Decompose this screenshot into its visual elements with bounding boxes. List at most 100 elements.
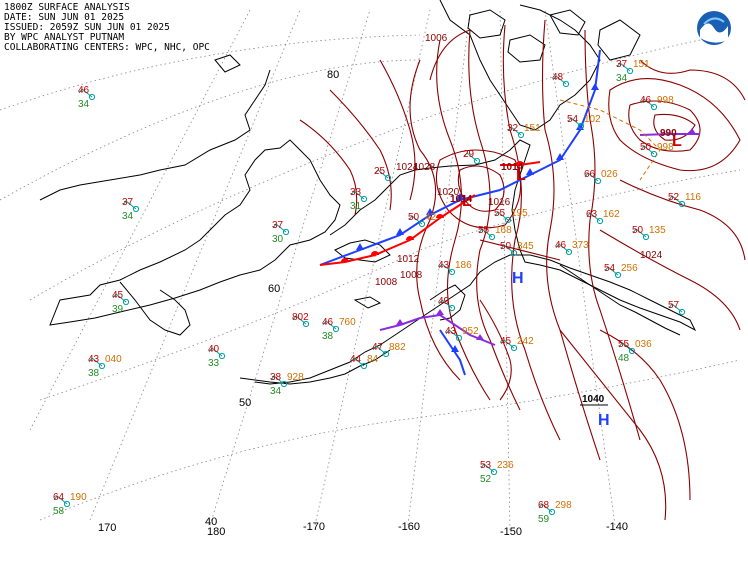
isobar-labels: 1006 1008 1012 1016 1020 1024 1028 1024 …: [375, 33, 663, 288]
station-plot: 37 34 151: [616, 59, 650, 84]
station-pressure: 135: [649, 225, 666, 236]
station-temperature: 47: [372, 342, 384, 353]
isobar-label: 1008: [400, 270, 423, 281]
station-temperature: 44: [350, 354, 362, 365]
station-temperature: 25: [374, 166, 386, 177]
cold-front-triangle: [526, 168, 534, 175]
arctic-coast-siberia: [39, 69, 271, 201]
header-line-2: DATE: SUN JUN 01 2025: [4, 12, 125, 23]
isobar-label: 1024: [640, 250, 663, 261]
station-temperature: 54: [567, 114, 579, 125]
station-dewpoint: 34: [616, 73, 628, 84]
station-plot: 54 102: [567, 114, 601, 130]
station-circle: [360, 195, 368, 203]
warm-front-semicircle: [436, 214, 444, 218]
station-pressure: 186: [455, 260, 472, 271]
lon-label-minus170: -170: [303, 521, 325, 533]
station-pressure: 882: [389, 342, 406, 353]
wind-barb: [552, 75, 567, 85]
station-plot: 45 242: [500, 336, 534, 352]
lon-label-180: 180: [207, 526, 225, 538]
wind-barb: [555, 243, 570, 253]
station-plot: 53 52 236: [480, 460, 514, 485]
station-plot: 802: [292, 312, 309, 328]
station-pressure: 242: [517, 336, 534, 347]
station-pressure: 102: [584, 114, 601, 125]
station-circle: [517, 131, 525, 139]
lon-label-minus140: -140: [606, 521, 628, 533]
station-plot: 32 151: [507, 123, 541, 139]
station-circle: [510, 249, 518, 257]
station-temperature: 50: [640, 142, 652, 153]
station-plot: 44 84: [350, 354, 379, 370]
station-circle: [642, 233, 650, 241]
isobar-label: 1024: [396, 162, 419, 173]
wind-barb: [632, 228, 647, 238]
station-circle: [488, 233, 496, 241]
wind-barb: [494, 211, 509, 221]
wind-barb: [350, 357, 365, 367]
wind-barb: [122, 200, 137, 210]
station-circle: [510, 344, 518, 352]
wind-barb: [584, 172, 599, 182]
low-center-label: L: [516, 167, 526, 184]
station-circle: [628, 347, 636, 355]
station-plot: 38 34 928: [270, 372, 304, 397]
wind-barb: [438, 299, 453, 309]
station-plot: 55 168: [478, 225, 512, 241]
station-dewpoint: 33: [208, 358, 220, 369]
greenland-edge: [597, 19, 641, 61]
wind-barb: [500, 244, 515, 254]
low-center-value: 1014: [450, 194, 473, 205]
noaa-logo-icon: [697, 11, 731, 45]
station-circle: [418, 220, 426, 228]
station-circle: [626, 67, 634, 75]
wind-barb: [350, 190, 365, 200]
station-pressure: 151: [524, 123, 541, 134]
wind-barb: [208, 347, 223, 357]
station-temperature: 43: [88, 354, 100, 365]
wind-barb: [270, 375, 285, 385]
occluded-front-symbol: [396, 319, 404, 325]
station-pressure: 345: [517, 241, 534, 252]
lat-label-80: 80: [327, 69, 339, 81]
coastlines: [39, 0, 697, 385]
station-plot: 47 882: [372, 342, 406, 358]
wind-barb: [88, 357, 103, 367]
station-circle: [360, 362, 368, 370]
station-circle: [282, 228, 290, 236]
station-pressure: 298: [555, 500, 572, 511]
low-center-value: 1014: [501, 162, 524, 173]
station-temperature: 46: [78, 85, 90, 96]
wind-barb: [604, 266, 619, 276]
high-center-label: H: [512, 270, 524, 287]
station-temperature: 37: [616, 59, 628, 70]
station-pressure: 036: [635, 339, 652, 350]
station-temperature: 64: [53, 492, 65, 503]
wind-barb: [463, 152, 478, 162]
station-temperature: 37: [122, 197, 134, 208]
station-plot: 49: [438, 296, 456, 312]
wind-barb: [478, 228, 493, 238]
wind-barb: [538, 503, 553, 513]
canada-arctic: [439, 0, 601, 131]
station-temperature: 55: [478, 225, 490, 236]
station-circle: [63, 500, 71, 508]
warm-front-semicircle: [516, 161, 524, 165]
wind-barb: [616, 62, 631, 72]
station-temperature: 50: [632, 225, 644, 236]
station-temperature: 66: [584, 169, 596, 180]
station-circle: [132, 205, 140, 213]
lat-label-60: 60: [268, 283, 280, 295]
station-temperature: 32: [507, 123, 519, 134]
occluded-front-1: [379, 313, 496, 346]
station-dewpoint: 48: [618, 353, 630, 364]
station-plots: 4634373445394338040403338349286458190373…: [53, 59, 701, 525]
map-header: 1800Z SURFACE ANALYSIS DATE: SUN JUN 01 …: [4, 3, 210, 53]
isobar-label: 1008: [375, 277, 398, 288]
